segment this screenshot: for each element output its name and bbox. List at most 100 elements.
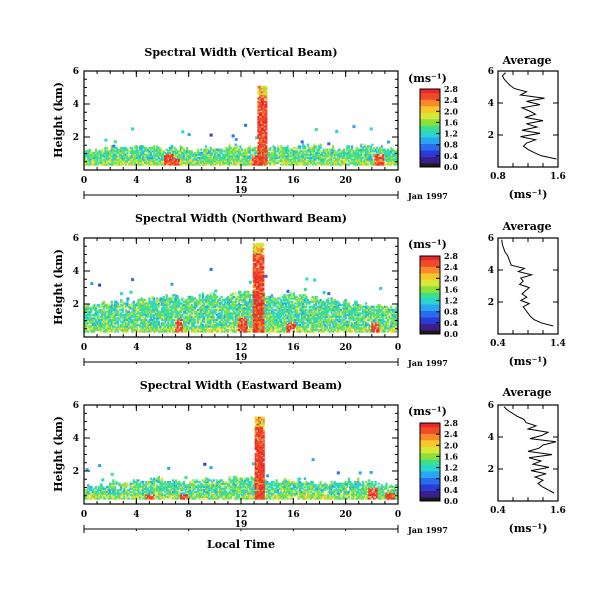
heatmap-cell xyxy=(153,304,156,307)
heatmap-cell xyxy=(267,322,270,325)
heatmap-cell xyxy=(237,292,241,295)
heatmap-cell xyxy=(162,295,165,299)
heatmap-cell xyxy=(184,163,187,166)
heatmap-cell xyxy=(322,313,325,317)
heatmap-cell xyxy=(220,330,223,333)
heatmap-cell xyxy=(319,330,322,333)
heatmap-cell xyxy=(153,155,156,158)
heatmap-cell xyxy=(134,323,137,327)
heatmap-cell xyxy=(372,155,376,158)
heatmap-cell xyxy=(248,302,251,305)
heatmap-cell xyxy=(187,302,190,305)
heatmap-cell xyxy=(176,304,179,307)
heatmap-cell xyxy=(321,317,324,320)
heatmap-cell xyxy=(110,322,113,325)
heatmap-cell xyxy=(319,323,322,327)
heatmap-cell xyxy=(241,305,244,308)
heatmap-cell xyxy=(90,327,93,330)
heatmap-cell xyxy=(250,313,253,317)
heatmap-cell xyxy=(289,294,292,297)
heatmap-cell xyxy=(277,310,280,313)
heatmap-cell xyxy=(220,313,223,317)
heatmap-cell xyxy=(247,161,250,165)
heatmap-cell xyxy=(277,307,280,310)
heatmap-cell xyxy=(388,160,391,163)
heatmap-cell xyxy=(317,317,321,320)
heatmap-cell xyxy=(175,330,178,333)
heatmap-cell xyxy=(347,151,350,155)
heatmap-cell xyxy=(157,315,160,318)
heatmap-cell xyxy=(167,327,170,330)
heatmap-cell xyxy=(113,300,116,303)
heatmap-cell xyxy=(365,158,368,161)
heatmap-cell xyxy=(313,323,316,327)
heatmap-cell xyxy=(316,158,319,161)
heatmap-cell xyxy=(372,153,376,156)
heatmap-cell xyxy=(187,305,190,308)
heatmap-cell xyxy=(212,153,215,156)
heatmap-cell xyxy=(106,315,109,318)
heatmap-cell xyxy=(295,325,299,328)
heatmap-cell xyxy=(160,307,164,310)
heatmap-cell xyxy=(134,328,137,332)
heatmap-cell xyxy=(211,325,214,328)
heatmap-cell xyxy=(220,163,223,166)
heatmap-cell xyxy=(109,317,112,320)
heatmap-cell xyxy=(107,328,110,332)
heatmap-cell xyxy=(149,155,153,158)
heatmap-cell xyxy=(154,313,157,317)
heatmap-cell xyxy=(310,312,313,315)
heatmap-cell xyxy=(325,155,328,158)
heatmap-cell xyxy=(360,143,363,146)
heatmap-cell xyxy=(317,161,321,165)
heatmap-cell xyxy=(270,315,273,318)
heatmap-cell xyxy=(245,330,248,333)
heatmap-cell xyxy=(142,160,145,163)
heatmap-cell xyxy=(164,312,167,315)
heatmap-cell xyxy=(131,150,134,153)
heatmap-cell xyxy=(228,160,231,163)
heatmap-cell xyxy=(176,318,179,322)
heatmap-cell xyxy=(110,312,113,315)
heatmap-cell xyxy=(275,158,278,161)
heatmap-cell xyxy=(106,325,109,328)
heatmap-cell xyxy=(237,315,241,318)
heatmap-cell xyxy=(255,156,258,160)
heatmap-cell xyxy=(223,299,226,302)
heatmap-cell xyxy=(193,307,197,310)
heatmap-cell xyxy=(206,310,209,313)
heatmap-cell xyxy=(162,307,165,310)
heatmap-cell xyxy=(327,155,330,158)
heatmap-cell xyxy=(390,156,393,160)
heatmap-cell xyxy=(258,102,262,105)
heatmap-cell xyxy=(302,325,305,328)
heatmap-cell xyxy=(219,160,222,163)
heatmap-cell xyxy=(208,300,211,303)
heatmap-cell xyxy=(104,330,107,333)
heatmap-cell xyxy=(294,308,297,312)
heatmap-cell xyxy=(109,155,112,158)
heatmap-cell xyxy=(321,323,324,327)
heatmap-cell xyxy=(142,330,145,333)
heatmap-cell xyxy=(128,313,131,317)
heatmap-cell xyxy=(167,163,170,166)
heatmap-cell xyxy=(257,133,260,136)
heatmap-cell xyxy=(159,297,162,300)
heatmap-cell xyxy=(139,155,142,158)
heatmap-cell xyxy=(228,146,231,150)
heatmap-cell xyxy=(115,155,118,158)
heatmap-cell xyxy=(223,155,226,158)
heatmap-cell xyxy=(98,322,101,325)
heatmap-cell xyxy=(113,317,116,320)
heatmap-cell xyxy=(245,322,248,325)
heatmap-cell xyxy=(222,322,225,325)
heatmap-cell xyxy=(255,136,259,140)
heatmap-cell xyxy=(98,283,102,287)
heatmap-cell xyxy=(135,327,138,330)
heatmap-cell xyxy=(274,297,277,300)
heatmap-cell xyxy=(99,308,102,312)
heatmap-cell xyxy=(184,328,187,332)
heatmap-cell xyxy=(139,302,142,305)
heatmap-cell xyxy=(157,163,160,166)
heatmap-cell xyxy=(258,105,262,108)
